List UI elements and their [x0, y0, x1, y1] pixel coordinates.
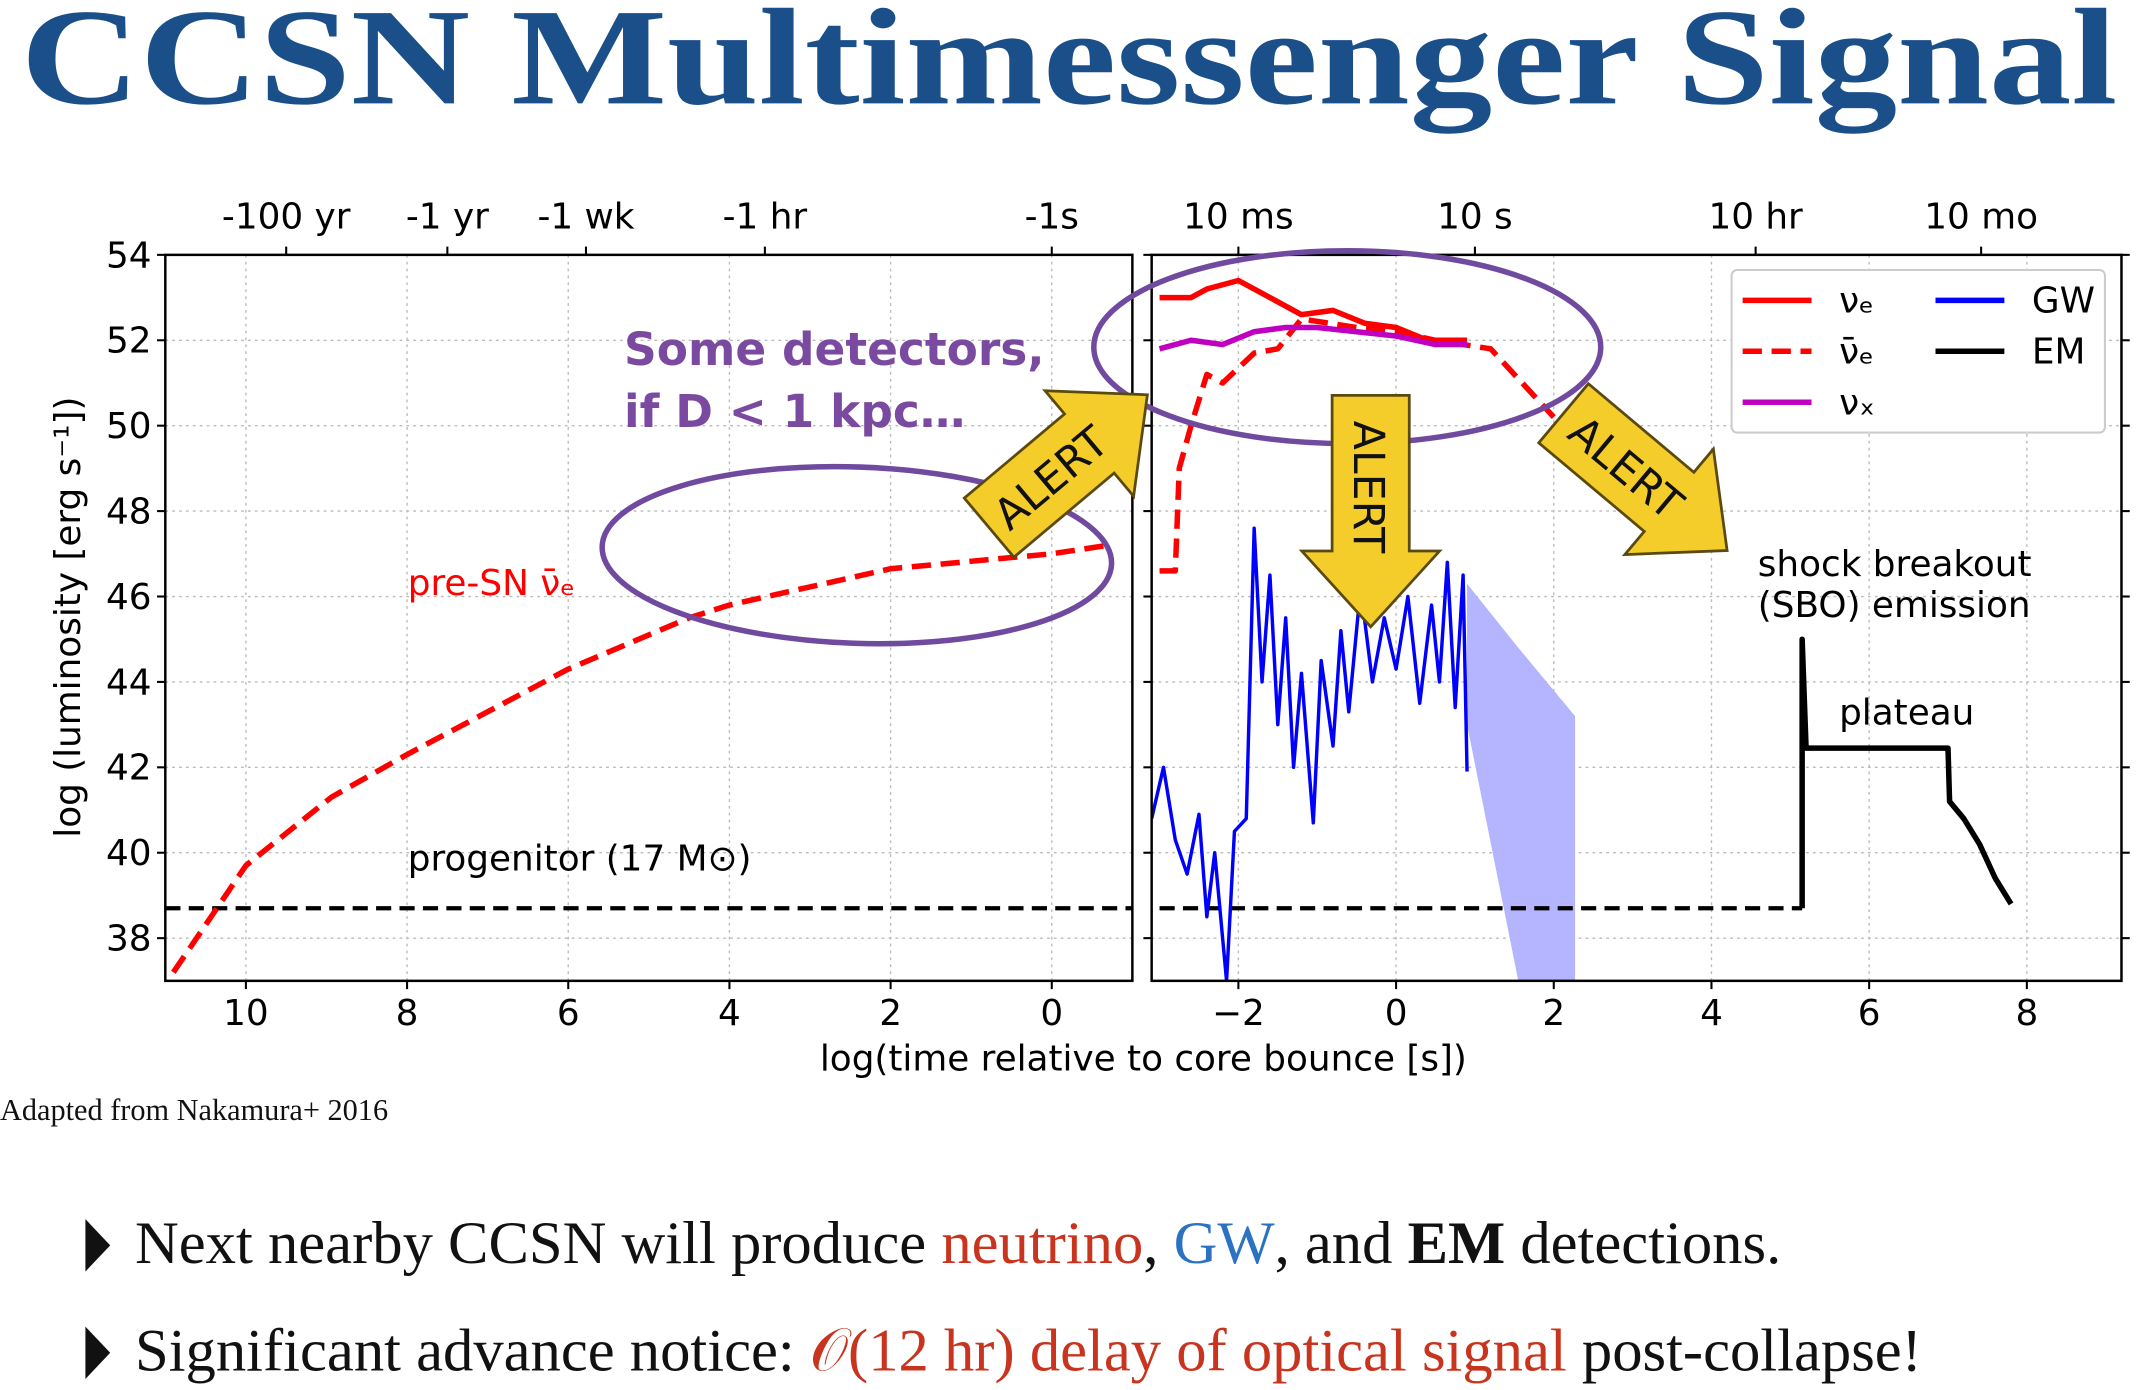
top-tick-label: 10 ms	[1183, 197, 1293, 238]
x-tick-label: 4	[718, 993, 741, 1034]
y-tick-label: 50	[106, 406, 152, 447]
annotation: if D < 1 kpc…	[624, 385, 965, 438]
alert-label: ALERT	[1343, 421, 1393, 555]
alert-arrow: ALERT	[1298, 393, 1443, 629]
x-tick-label: 8	[396, 993, 419, 1034]
series-line	[1159, 316, 1556, 574]
series-line	[1159, 277, 1468, 344]
top-tick-label: 10 hr	[1708, 197, 1803, 238]
top-tick-label: -1 wk	[537, 197, 634, 238]
top-tick-label: -1 hr	[723, 197, 808, 238]
annotation: pre-SN ν̄ₑ	[408, 563, 575, 604]
x-tick-label: 4	[1700, 993, 1723, 1034]
bullet-segment: 𝒪(12 hr) delay of optical signal	[810, 1318, 1567, 1385]
y-tick-label: 38	[106, 919, 152, 960]
legend-box	[1730, 268, 2106, 434]
slide-title: CCSN Multimessenger Signal	[21, 0, 2118, 133]
highlight-ellipse	[599, 463, 1115, 647]
annotation: shock breakout	[1758, 544, 2032, 585]
series-line	[1799, 636, 2014, 909]
axes-frame	[164, 253, 1134, 983]
figure: 10 8 6 4 2 0-100 yr -1 yr -1 wk -1 hr -1s38404244…	[48, 197, 2130, 1079]
annotation: Some detectors,	[624, 323, 1045, 376]
panel: −2 0 2 4 6 8 10 ms 10 s 10 hr 10 mo shock breakout…	[820, 197, 2130, 1079]
legend-label: EM	[2032, 332, 2086, 373]
arrow-shape	[962, 389, 1149, 560]
top-tick-label: -1s	[1025, 197, 1079, 238]
alert-arrow: ALERT	[962, 389, 1149, 560]
bullet-marker	[85, 1326, 111, 1379]
bullet-segment: Significant advance notice:	[135, 1318, 810, 1385]
legend-label: νₑ	[1839, 281, 1874, 322]
axes-frame	[1150, 253, 2123, 983]
bullet-segment: ,	[1143, 1210, 1173, 1277]
bullet-segment: post-collapse!	[1567, 1318, 1922, 1385]
bullet-segment: neutrino	[941, 1210, 1143, 1277]
y-tick-label: 44	[106, 662, 152, 703]
y-axis-label: log (luminosity [erg s⁻¹])	[48, 397, 89, 838]
bullet-marker	[85, 1219, 111, 1272]
y-tick-label: 52	[106, 321, 152, 362]
bullet-segment: Next nearby CCSN will produce	[135, 1210, 941, 1277]
bullet-text: Next nearby CCSN will produce neutrino , …	[135, 1210, 1781, 1277]
y-tick-label: 48	[106, 491, 152, 532]
y-tick-label: 40	[106, 833, 152, 874]
bullet-segment: detections.	[1505, 1210, 1781, 1277]
x-tick-label: 10	[223, 993, 269, 1034]
arrow-shape	[1298, 393, 1443, 629]
x-tick-label: 6	[557, 993, 580, 1034]
bullet-segment: GW	[1174, 1210, 1276, 1277]
x-tick-label: 2	[879, 993, 902, 1034]
annotation: plateau	[1839, 693, 1974, 734]
legend-label: νₓ	[1839, 383, 1875, 424]
x-tick-label: 6	[1858, 993, 1881, 1034]
top-tick-label: -1 yr	[406, 197, 489, 238]
legend-label: GW	[2032, 281, 2095, 322]
alert-arrow: ALERT	[1536, 381, 1729, 557]
x-tick-label: −2	[1212, 993, 1265, 1034]
bullet-segment: EM	[1408, 1210, 1506, 1277]
plot-area	[165, 542, 1133, 974]
legend-label: ν̄ₑ	[1839, 332, 1874, 373]
top-tick-label: -100 yr	[222, 197, 351, 238]
y-tick-label: 46	[106, 577, 152, 618]
bullet-segment: , and	[1275, 1210, 1408, 1277]
arrow-shape	[1536, 381, 1729, 557]
y-tick-label: 54	[106, 235, 152, 276]
series-line	[1158, 324, 1468, 352]
series-line	[171, 542, 1109, 974]
bullet-list: Next nearby CCSN will produce neutrino , …	[85, 1210, 1922, 1385]
x-tick-label: 2	[1542, 993, 1565, 1034]
x-tick-label: 0	[1040, 993, 1063, 1034]
gw-band	[1467, 583, 1576, 981]
annotation: (SBO) emission	[1758, 585, 2031, 626]
series-line	[1151, 526, 1469, 981]
top-tick-label: 10 mo	[1924, 197, 2038, 238]
x-axis-label: log(time relative to core bounce [s])	[820, 1038, 1467, 1079]
source-note: Adapted from Nakamura+ 2016	[0, 1093, 388, 1127]
annotation: progenitor (17 M⊙)	[408, 839, 752, 880]
y-tick-label: 42	[106, 748, 152, 789]
x-tick-label: 8	[2015, 993, 2038, 1034]
plot-area	[1151, 277, 2014, 981]
top-tick-label: 10 s	[1437, 197, 1513, 238]
panel: 10 8 6 4 2 0-100 yr -1 yr -1 wk -1 hr -1s38404244…	[48, 197, 1134, 1034]
x-tick-label: 0	[1385, 993, 1408, 1034]
overlay: ALERT ALERT ALERT	[599, 247, 1729, 647]
bullet-text: Significant advance notice: 𝒪(12 hr) del…	[135, 1318, 1922, 1385]
legend: νₑ ν̄ₑ νₓ GW EM	[1730, 268, 2106, 434]
